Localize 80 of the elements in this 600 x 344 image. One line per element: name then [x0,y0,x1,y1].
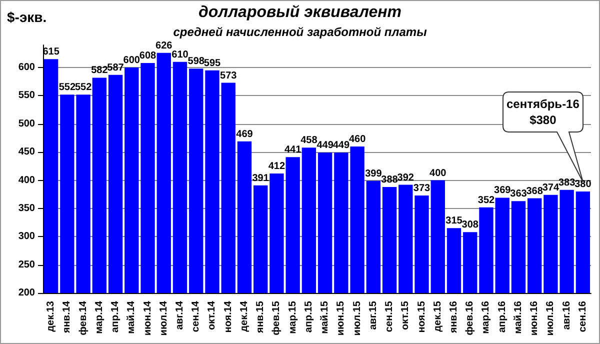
data-label: 598 [188,56,205,68]
x-tick-label: сен.16 [577,300,588,332]
data-label: 388 [381,174,398,186]
x-tick-label: янв.16 [448,300,460,333]
data-label: 469 [236,128,254,140]
y-tick-label: 300 [18,231,36,242]
x-tick-label: сен.15 [384,300,396,332]
y-tick-label: 600 [18,62,36,74]
data-label: 380 [574,179,592,190]
x-tick-label: мар.14 [94,300,105,334]
data-label: 552 [74,82,92,94]
data-label: 368 [526,186,544,197]
y-tick-label: 500 [18,118,36,130]
x-tick-label: авг.14 [174,300,186,330]
x-tick-label: май.14 [126,300,138,334]
x-tick-label: окт.15 [400,300,412,330]
data-label: 399 [365,168,382,180]
x-tick-label: дек.15 [432,300,444,332]
data-label: 315 [446,216,463,227]
data-label: 412 [268,161,286,172]
data-label: 400 [430,168,447,179]
data-label: 595 [204,58,222,69]
chart-title: долларовый эквивалент [198,4,402,21]
x-tick-label: авг.16 [561,300,572,330]
x-tick-label: янв.15 [255,300,266,333]
x-tick-label: июл.16 [545,300,556,336]
y-tick-label: 450 [18,146,36,158]
y-tick-label: 400 [18,174,36,186]
data-label: 369 [494,185,512,196]
x-tick-label: июл.14 [158,300,170,336]
data-label: 610 [172,49,189,60]
x-tick-label: апр.16 [496,300,508,333]
annotation: сентябрь-16 $380 [505,96,580,128]
chart-subtitle: средней начисленной заработной платы [172,25,428,39]
x-tick-label: фев.15 [271,300,282,336]
x-tick-label: июн.15 [336,300,347,336]
y-axis-title: $-экв. [7,9,47,25]
x-tick-label: авг.15 [368,300,379,330]
x-tick-label: мар.15 [287,300,298,334]
data-label: 308 [462,220,479,231]
data-label: 449 [332,140,350,152]
data-label: 392 [397,172,414,184]
data-label: 441 [284,144,302,156]
data-label: 363 [510,188,528,200]
data-label: 608 [139,50,157,62]
x-tick-label: сен.14 [190,300,202,332]
x-tick-label: апр.15 [303,300,314,333]
data-label: 460 [348,134,366,145]
data-label: 582 [91,65,108,76]
x-tick-label: дек.14 [238,300,250,332]
y-tick-label: 200 [18,288,36,298]
x-tick-label: дек.13 [46,300,57,332]
data-label: 449 [316,140,334,152]
x-tick-label: ноя.15 [416,300,428,333]
x-tick-label: янв.14 [62,300,73,333]
data-label: 374 [542,182,560,194]
data-label: 352 [478,194,496,206]
data-label: 552 [58,82,76,94]
data-label: 391 [252,172,270,184]
x-tick-label: апр.14 [110,300,122,333]
data-label: 373 [413,182,431,194]
y-tick-label: 350 [18,202,36,214]
y-tick-label: 250 [18,259,36,270]
x-tick-label: ноя.14 [222,300,234,333]
data-label: 626 [156,40,173,52]
x-tick-label: окт.14 [206,300,218,330]
data-label: 573 [220,70,238,82]
data-label: 587 [107,62,124,74]
x-tick-label: июн.16 [529,300,540,336]
y-tick-label: 550 [18,90,36,102]
x-tick-label: май.15 [320,300,331,334]
data-label: 458 [300,135,318,146]
x-tick-label: фев.16 [464,300,476,336]
x-tick-label: фев.14 [78,300,89,336]
x-tick-label: май.16 [512,300,524,334]
x-tick-label: июл.15 [352,300,363,336]
x-tick-label: мар.16 [480,300,492,334]
data-label: 383 [558,177,576,188]
x-tick-label: июн.14 [142,300,154,336]
data-label: 600 [123,55,140,66]
